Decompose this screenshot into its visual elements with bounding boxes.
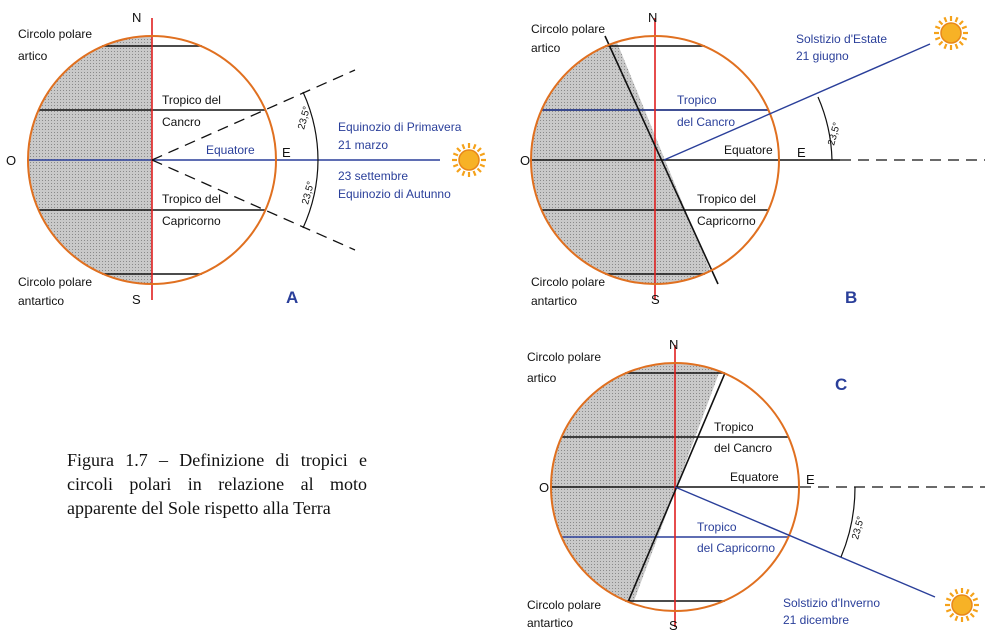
arctic-circle-label-2: artico [531,41,561,55]
panel-c: 23,5° N S O E Circolo polare artico Trop… [527,337,985,630]
summer-solstice-label: Solstizio d'Estate [796,32,887,46]
east-label: E [282,145,291,160]
winter-solstice-label: Solstizio d'Inverno [783,596,880,610]
south-label: S [669,618,678,630]
east-label: E [797,145,806,160]
north-label: N [132,10,141,25]
sun-rays-dashed [151,69,356,251]
panel-b-letter: B [845,288,857,307]
arctic-circle-label: Circolo polare [527,350,601,364]
earth-circle [530,35,780,285]
equator-label: Equatore [724,143,773,157]
equator-label: Equatore [206,143,255,157]
panel-b: 23,5° N S O E Circolo polare artico Trop… [520,10,985,308]
capricorn-label-2: Capricorno [162,214,221,228]
spring-equinox-date: 21 marzo [338,138,388,152]
sun-icon [932,14,970,52]
angle-label-top: 23,5° [296,105,313,131]
capricorn-label-2: Capricorno [697,214,756,228]
antarctic-circle-label-2: antartico [527,616,573,630]
north-label: N [669,337,678,352]
sun-ray [674,486,936,598]
south-label: S [651,292,660,307]
capricorn-label: Tropico [697,520,737,534]
arctic-circle-label-2: artico [527,371,557,385]
spring-equinox-label: Equinozio di Primavera [338,120,462,134]
cancer-label: Tropico [714,420,754,434]
south-label: S [132,292,141,307]
arctic-circle-label-2: artico [18,49,48,63]
panel-a-letter: A [286,288,298,307]
north-label: N [648,10,657,25]
cancer-label: Tropico [677,93,717,107]
autumn-equinox-date: 23 settembre [338,169,408,183]
angle-arc [817,96,833,161]
winter-solstice-date: 21 dicembre [783,613,849,627]
sun-ray [663,43,931,161]
west-label: O [6,153,16,168]
cancer-label-2: del Cancro [714,441,772,455]
capricorn-label-2: del Capricorno [697,541,775,555]
angle-arcs [302,91,319,229]
panel-c-letter: C [835,375,847,394]
panel-a: 23,5° 23,5° N S O E Circolo polare artic… [6,10,488,308]
antarctic-circle-label-2: antartico [18,294,64,308]
capricorn-label: Tropico del [162,192,221,206]
cancer-label: Tropico del [162,93,221,107]
angle-arc [840,486,856,558]
equator-label: Equatore [730,470,779,484]
antarctic-circle-label: Circolo polare [18,275,92,289]
earth-circle [27,35,277,285]
antarctic-circle-label: Circolo polare [527,598,601,612]
arctic-circle-label: Circolo polare [18,27,92,41]
cancer-label-2: Cancro [162,115,201,129]
west-label: O [539,480,549,495]
antarctic-circle-label: Circolo polare [531,275,605,289]
earth-circle [550,362,800,612]
antarctic-circle-label-2: antartico [531,294,577,308]
west-label: O [520,153,530,168]
east-label: E [806,472,815,487]
arctic-circle-label: Circolo polare [531,22,605,36]
sun-icon [450,141,488,179]
figure-caption: Figura 1.7 – Definizione di tropici e ci… [67,450,367,518]
sun-icon [943,586,981,624]
summer-solstice-date: 21 giugno [796,49,849,63]
autumn-equinox-label: Equinozio di Autunno [338,187,451,201]
capricorn-label: Tropico del [697,192,756,206]
cancer-label-2: del Cancro [677,115,735,129]
angle-label: 23,5° [826,121,843,147]
terminator-line [604,35,719,285]
